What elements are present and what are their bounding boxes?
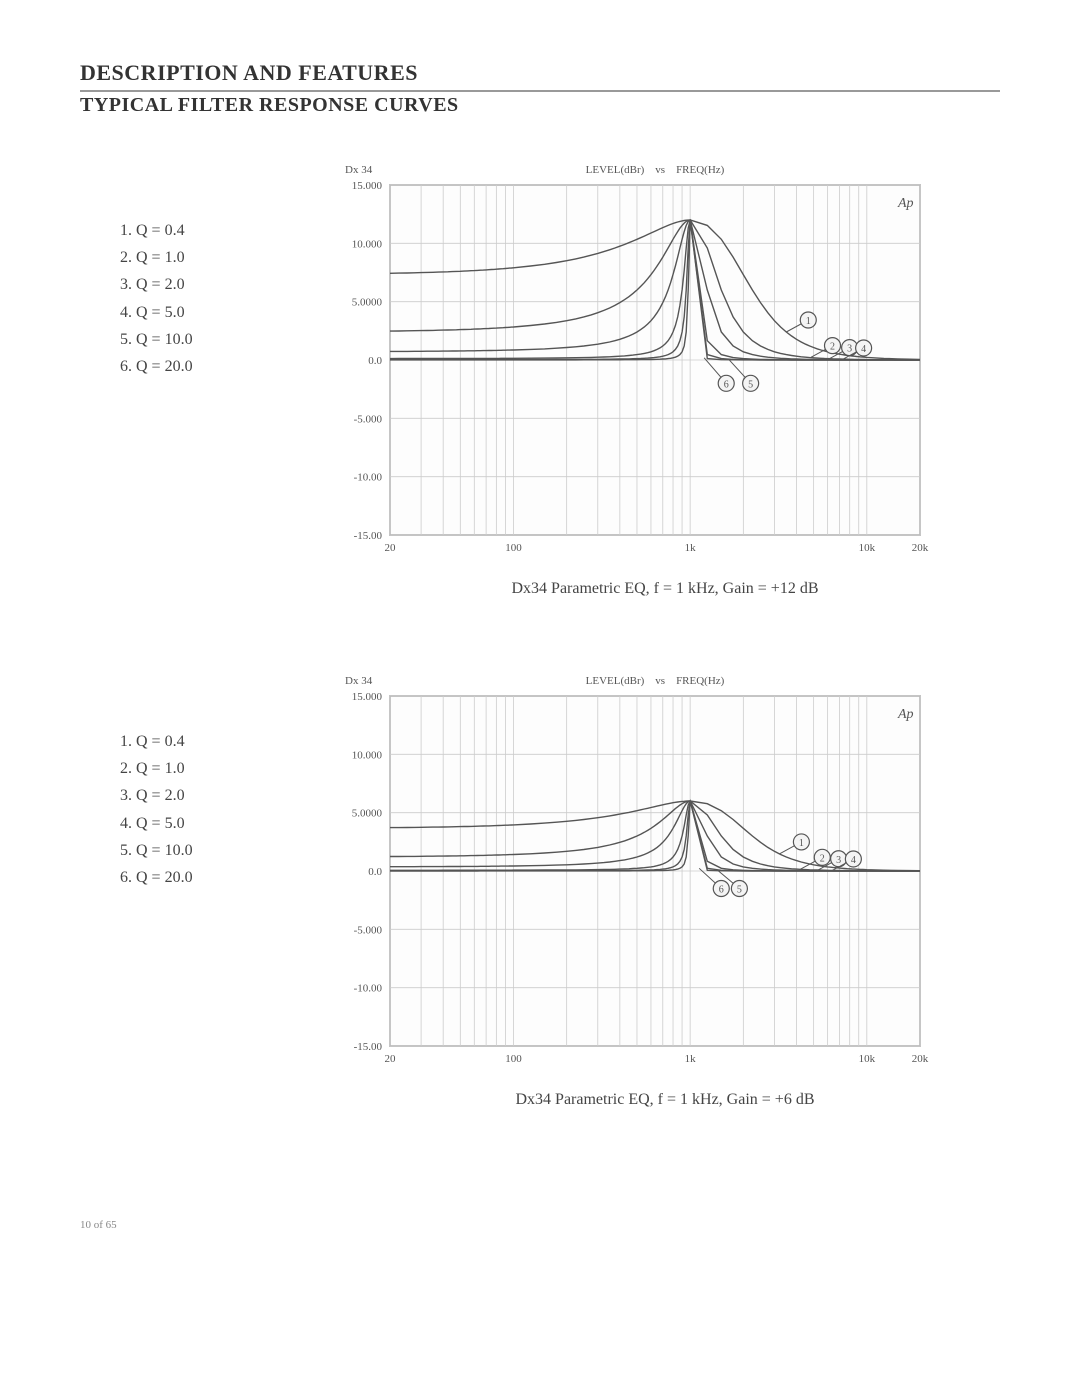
marker-label: 2	[820, 853, 825, 864]
marker-label: 3	[847, 344, 852, 355]
legend-item-2: 2. Q = 1.0	[120, 755, 330, 782]
page-footer: 10 of 65	[80, 1219, 1000, 1231]
legend-item-1: 1. Q = 0.4	[120, 217, 330, 244]
chart-caption-2: Dx34 Parametric EQ, f = 1 kHz, Gain = +6…	[330, 1091, 1000, 1109]
marker-label: 1	[799, 838, 804, 849]
marker-label: 6	[724, 379, 729, 390]
y-tick-label: -15.00	[354, 1041, 383, 1053]
x-tick-label: 20k	[912, 1053, 929, 1065]
chart-device-label: Dx 34	[345, 675, 373, 687]
x-tick-label: 1k	[685, 1053, 697, 1065]
chart-device-label: Dx 34	[345, 164, 373, 176]
x-tick-label: 20k	[912, 542, 929, 554]
section-rule	[80, 90, 1000, 92]
marker-label: 6	[719, 885, 724, 896]
y-tick-label: 15.000	[352, 180, 383, 192]
y-tick-label: -10.00	[354, 983, 383, 995]
legend-list-2: 1. Q = 0.42. Q = 1.03. Q = 2.04. Q = 5.0…	[80, 668, 330, 891]
x-tick-label: 10k	[859, 1053, 876, 1065]
ap-label: Ap	[897, 196, 914, 211]
page-heading: DESCRIPTION AND FEATURES	[80, 60, 1000, 86]
y-tick-label: 10.000	[352, 749, 383, 761]
marker-label: 5	[748, 379, 753, 390]
x-tick-label: 10k	[859, 542, 876, 554]
y-tick-label: 0.0	[368, 866, 382, 878]
figure-block-2: 1. Q = 0.42. Q = 1.03. Q = 2.04. Q = 5.0…	[80, 668, 1000, 1139]
marker-label: 4	[851, 855, 856, 866]
filter-response-chart-2: Dx 34 LEVEL(dBr) vs FREQ(Hz) 1 2 3 4 5	[330, 668, 950, 1068]
x-tick-label: 100	[505, 1053, 522, 1065]
x-tick-label: 20	[385, 1053, 397, 1065]
y-tick-label: 5.0000	[352, 808, 383, 820]
chart-title: LEVEL(dBr) vs FREQ(Hz)	[586, 675, 725, 687]
chart-caption-1: Dx34 Parametric EQ, f = 1 kHz, Gain = +1…	[330, 580, 1000, 598]
marker-label: 4	[861, 344, 866, 355]
legend-item-3: 3. Q = 2.0	[120, 271, 330, 298]
ap-label: Ap	[897, 707, 914, 722]
y-tick-label: 10.000	[352, 238, 383, 250]
y-tick-label: 5.0000	[352, 297, 383, 309]
x-tick-label: 100	[505, 542, 522, 554]
legend-item-6: 6. Q = 20.0	[120, 353, 330, 380]
marker-label: 2	[830, 342, 835, 353]
legend-item-5: 5. Q = 10.0	[120, 837, 330, 864]
legend-list-1: 1. Q = 0.42. Q = 1.03. Q = 2.04. Q = 5.0…	[80, 157, 330, 380]
y-tick-label: -5.000	[354, 924, 383, 936]
marker-label: 1	[806, 316, 811, 327]
y-tick-label: 15.000	[352, 691, 383, 703]
marker-label: 5	[737, 885, 742, 896]
chart-title: LEVEL(dBr) vs FREQ(Hz)	[586, 164, 725, 176]
legend-item-1: 1. Q = 0.4	[120, 728, 330, 755]
legend-item-3: 3. Q = 2.0	[120, 782, 330, 809]
legend-item-2: 2. Q = 1.0	[120, 244, 330, 271]
y-tick-label: -10.00	[354, 472, 383, 484]
figure-block-1: 1. Q = 0.42. Q = 1.03. Q = 2.04. Q = 5.0…	[80, 157, 1000, 628]
section-subheading: TYPICAL FILTER RESPONSE CURVES	[80, 94, 1000, 117]
x-tick-label: 20	[385, 542, 397, 554]
legend-item-4: 4. Q = 5.0	[120, 810, 330, 837]
legend-item-5: 5. Q = 10.0	[120, 326, 330, 353]
y-tick-label: -5.000	[354, 413, 383, 425]
x-tick-label: 1k	[685, 542, 697, 554]
legend-item-4: 4. Q = 5.0	[120, 299, 330, 326]
y-tick-label: -15.00	[354, 530, 383, 542]
marker-label: 3	[836, 855, 841, 866]
y-tick-label: 0.0	[368, 355, 382, 367]
filter-response-chart-1: Dx 34 LEVEL(dBr) vs FREQ(Hz) 1 2 3 4 5	[330, 157, 950, 557]
legend-item-6: 6. Q = 20.0	[120, 864, 330, 891]
